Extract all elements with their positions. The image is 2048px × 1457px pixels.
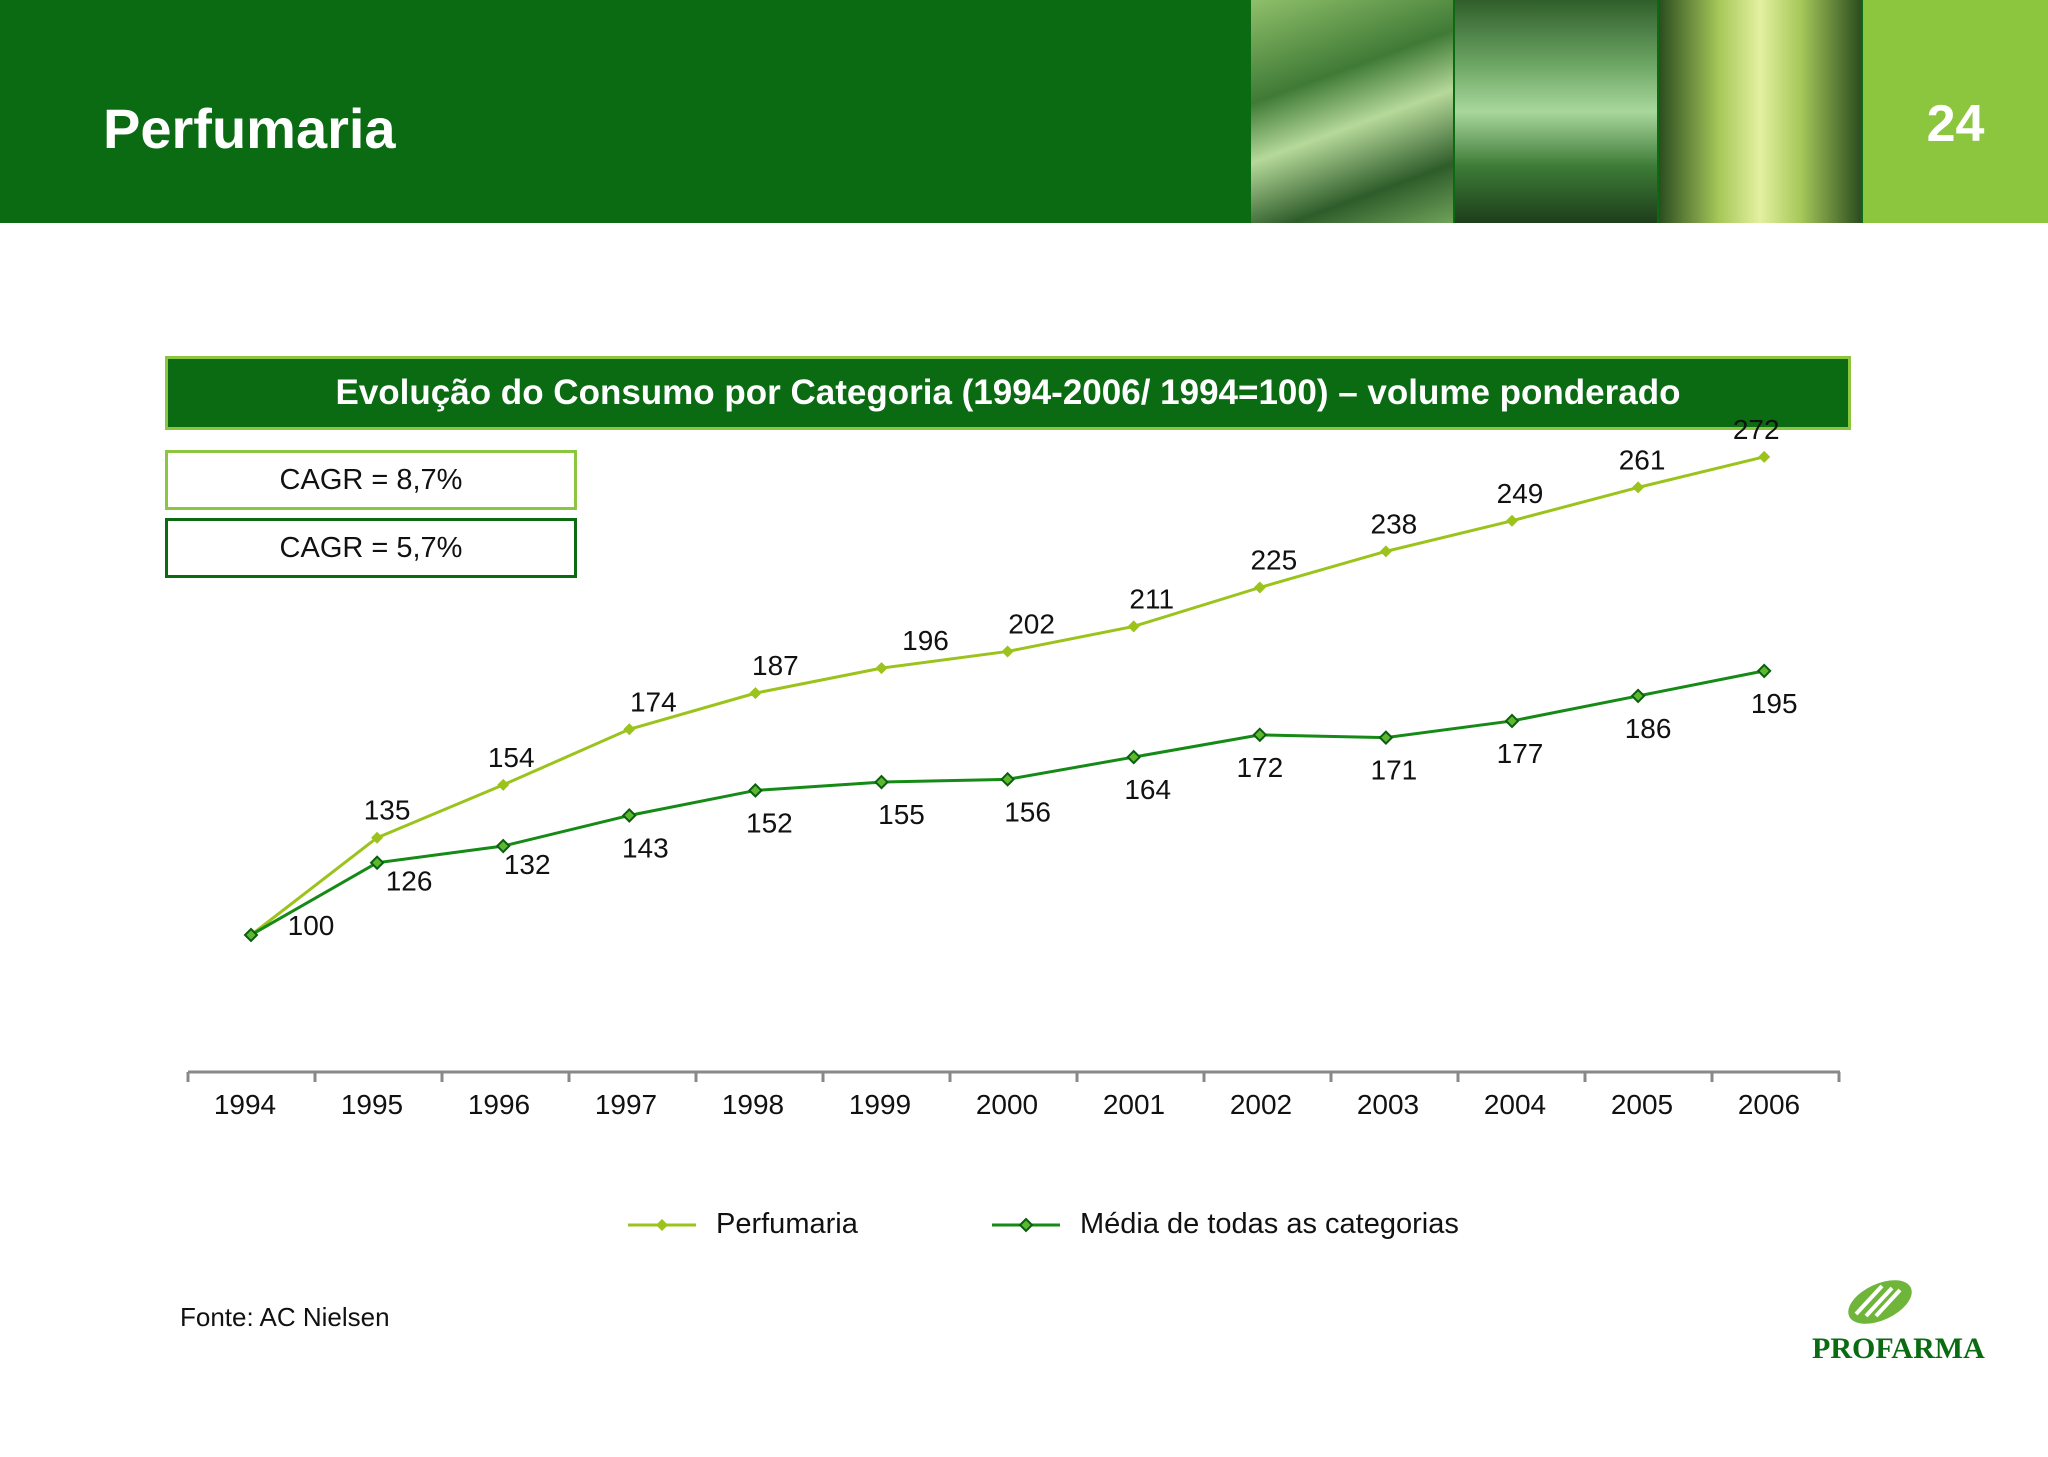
data-point-1 xyxy=(1504,713,1520,729)
logo-text: PROFARMA xyxy=(1812,1332,1985,1365)
data-point-1 xyxy=(1000,771,1016,787)
data-label-0: 187 xyxy=(752,650,799,681)
line-chart: 1994 1995 1996 1997 1998 1999 2000 2001 2002 2003… xyxy=(186,414,1841,1240)
data-point-1 xyxy=(1378,730,1394,746)
data-point-0 xyxy=(1127,620,1140,633)
data-label-0: 211 xyxy=(1129,583,1174,614)
data-label-1: 195 xyxy=(1751,688,1798,719)
data-label-0: 196 xyxy=(902,625,949,656)
data-point-1 xyxy=(874,774,889,790)
source-note: Fonte: AC Nielsen xyxy=(180,1302,390,1332)
data-label-1: 172 xyxy=(1236,752,1283,783)
x-tick-label: 2003 xyxy=(1357,1089,1419,1120)
header-photo-conveyor xyxy=(1251,0,1453,223)
data-point-1 xyxy=(1126,749,1142,765)
data-point-1 xyxy=(369,855,385,871)
data-point-1 xyxy=(1630,688,1646,704)
data-label-1: 171 xyxy=(1371,755,1418,786)
data-label-1: 126 xyxy=(386,866,433,897)
x-tick-label: 2002 xyxy=(1230,1089,1292,1120)
data-label-1: 143 xyxy=(622,832,669,863)
x-tick-label: 2004 xyxy=(1484,1089,1546,1120)
x-tick-label: 1998 xyxy=(722,1089,784,1120)
data-label-1: 156 xyxy=(1004,796,1051,827)
cagr-media-box: CAGR = 5,7% xyxy=(165,518,577,578)
data-point-0 xyxy=(1253,581,1266,594)
data-label-1: 132 xyxy=(504,849,551,880)
x-tick-label: 1994 xyxy=(214,1089,276,1120)
data-point-1 xyxy=(1252,727,1268,743)
data-label-1: 186 xyxy=(1625,713,1672,744)
chart-title-banner: Evolução do Consumo por Categoria (1994-… xyxy=(165,356,1851,430)
data-point-0 xyxy=(875,662,888,675)
data-point-1 xyxy=(495,838,511,854)
legend-label-1: Média de todas as categorias xyxy=(1080,1208,1459,1240)
page-title: Perfumaria xyxy=(103,97,396,160)
x-tick-label: 2005 xyxy=(1611,1089,1673,1120)
data-label-0: 261 xyxy=(1619,444,1666,475)
x-tick-label: 1997 xyxy=(595,1089,657,1120)
header-photo-warehouse xyxy=(1659,0,1861,223)
data-point-0 xyxy=(1506,514,1518,527)
data-point-1 xyxy=(243,927,259,943)
data-point-0 xyxy=(497,778,510,791)
data-label-1: 100 xyxy=(288,910,335,941)
x-tick-label: 2001 xyxy=(1103,1089,1165,1120)
data-point-0 xyxy=(749,687,762,700)
data-label-1: 152 xyxy=(746,807,793,838)
leaf-icon xyxy=(1848,1280,1912,1324)
header-photo-sorter xyxy=(1455,0,1657,223)
data-label-0: 225 xyxy=(1250,545,1297,576)
header-bar: Perfumaria 24 xyxy=(0,0,2048,223)
profarma-logo: PROFARMA xyxy=(1812,1280,1985,1365)
data-point-0 xyxy=(1379,545,1392,558)
x-tick-label: 2000 xyxy=(976,1089,1038,1120)
x-tick-label: 1995 xyxy=(341,1089,403,1120)
cagr-perfumaria-box: CAGR = 8,7% xyxy=(165,450,577,510)
data-point-1 xyxy=(1756,663,1772,679)
data-point-1 xyxy=(621,808,637,823)
data-label-1: 155 xyxy=(878,799,925,830)
page-number: 24 xyxy=(1926,95,1985,153)
data-label-0: 135 xyxy=(364,795,411,826)
data-label-1: 164 xyxy=(1124,774,1171,805)
x-tick-label: 2006 xyxy=(1738,1089,1800,1120)
data-label-0: 272 xyxy=(1733,414,1780,445)
legend-marker-1 xyxy=(1018,1217,1034,1233)
data-point-0 xyxy=(1632,481,1645,494)
data-label-0: 249 xyxy=(1497,478,1544,509)
legend-label-0: Perfumaria xyxy=(716,1208,859,1240)
x-tick-label: 1996 xyxy=(468,1089,530,1120)
data-label-0: 238 xyxy=(1371,508,1418,539)
page-number-box: 24 xyxy=(1863,0,2048,223)
data-label-0: 202 xyxy=(1008,608,1055,639)
legend-marker-0 xyxy=(656,1219,668,1231)
data-point-0 xyxy=(623,723,636,736)
data-label-0: 174 xyxy=(630,686,677,717)
data-point-0 xyxy=(1001,645,1014,658)
x-tick-label: 1999 xyxy=(849,1089,911,1120)
data-label-0: 154 xyxy=(488,742,535,773)
data-point-1 xyxy=(747,783,763,798)
data-point-0 xyxy=(371,831,384,844)
data-point-0 xyxy=(1758,450,1771,463)
data-label-1: 177 xyxy=(1497,738,1544,769)
series-line-0 xyxy=(250,455,1765,937)
